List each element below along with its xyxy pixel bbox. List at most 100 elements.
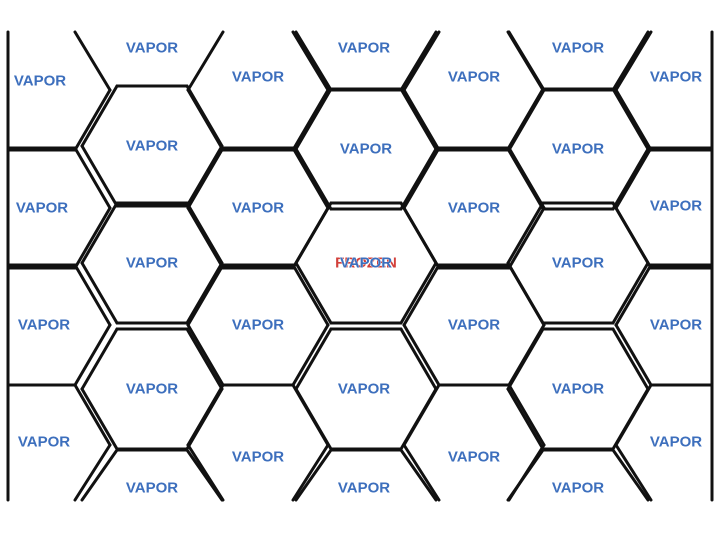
hex-edge [73,263,112,327]
cell-labels: VAPOR VAPOR VAPOR VAPOR VAPOR VAPOR VAPOR VAPOR… [14,39,703,497]
vapor-cell-label: VAPOR [552,381,604,398]
hex-edge [402,30,441,92]
hex-edge [611,147,650,211]
hex-edge [614,88,653,152]
hex-edge [186,88,225,152]
vapor-cell-label: VAPOR [338,381,390,398]
hex-edge [73,88,112,152]
vapor-cell-label: VAPOR [126,255,178,272]
hex-edge [614,383,653,447]
hex-edge [80,144,119,208]
vapor-cell-label: VAPOR [650,434,702,451]
hex-edge [291,206,330,270]
vapor-cell-label: VAPOR [448,200,500,217]
hex-edge [73,206,112,270]
hex-edge [294,327,333,391]
hex-edge [291,30,330,92]
vapor-cell-label: VAPOR [232,317,284,334]
hex-edge [611,448,650,502]
hex-edge [291,323,330,387]
hex-edge [291,383,330,447]
vapor-cell-label: VAPOR [340,141,392,158]
hex-edge [614,30,653,92]
hex-edge [611,30,650,92]
vapor-cell-label: VAPOR [14,73,66,90]
hex-edge [73,383,112,447]
hex-edge [294,147,333,211]
hex-edge [73,146,112,210]
hex-edge [186,146,225,210]
hex-edge [402,88,441,152]
vapor-cell-label: VAPOR [18,317,70,334]
vapor-cell-label: VAPOR [338,480,390,497]
hex-edge [611,87,650,151]
vapor-cell-label: VAPOR [650,198,702,215]
hex-edge [402,383,441,447]
vapor-cell-label: VAPOR [552,255,604,272]
hex-edge [294,448,333,502]
hex-edge [80,387,119,451]
hex-edge [73,30,112,92]
hex-edge [506,387,545,451]
frozen-cell-label: FROZEN [335,255,397,272]
hex-edge [507,206,546,270]
hex-edge [185,327,224,391]
hex-edge [294,261,333,325]
hex-edge [80,448,119,502]
vapor-cell-label: VAPOR [126,381,178,398]
hex-edge [80,327,119,391]
hex-edge [402,443,441,502]
hex-edge [291,88,330,152]
hex-edge [507,383,546,447]
hex-edge [507,88,546,152]
vapor-cell-label: VAPOR [340,255,392,272]
vapor-cell-label: VAPOR [338,40,390,57]
hex-edge [291,443,330,502]
hex-edge [402,206,441,270]
vapor-cell-label: VAPOR [448,69,500,86]
hex-grid-lines [6,30,714,502]
hex-edge [614,146,653,210]
hex-edge [506,201,545,265]
hex-edge [294,87,333,151]
hex-edge [80,84,119,148]
hex-edge [507,323,546,387]
hex-edge [186,263,225,327]
hex-edge [402,323,441,387]
hex-edge [507,263,546,327]
hex-edge [73,323,112,387]
vapor-cell-label: VAPOR [232,200,284,217]
vapor-cell-label: VAPOR [448,317,500,334]
hex-edge [399,87,438,151]
vapor-cell-label: VAPOR [126,138,178,155]
vapor-cell-label: VAPOR [448,449,500,466]
hex-edge [399,261,438,325]
hex-edge [80,201,119,265]
hex-edge [73,443,112,502]
vapor-cell-label: VAPOR [18,434,70,451]
hex-edge [399,327,438,391]
hex-edge [614,206,653,270]
vapor-cell-label: VAPOR [552,40,604,57]
hex-edge [186,383,225,447]
hex-edge [185,448,224,502]
hex-edge [291,263,330,327]
hex-edge [185,261,224,325]
vapor-cell-label: VAPOR [232,69,284,86]
hex-edge [80,261,119,325]
hex-edge [185,201,224,265]
hex-edge [186,323,225,387]
hex-edge [185,144,224,208]
vapor-cell-label: VAPOR [650,69,702,86]
hex-edge [399,448,438,502]
hex-edge [402,263,441,327]
vapor-cell-label: VAPOR [126,40,178,57]
hex-edge [611,261,650,325]
vapor-cell-label: VAPOR [16,200,68,217]
vapor-cell-label: VAPOR [14,73,66,90]
hex-edge [186,206,225,270]
hex-edge [402,146,441,210]
vapor-cell-label: VAPOR [552,480,604,497]
